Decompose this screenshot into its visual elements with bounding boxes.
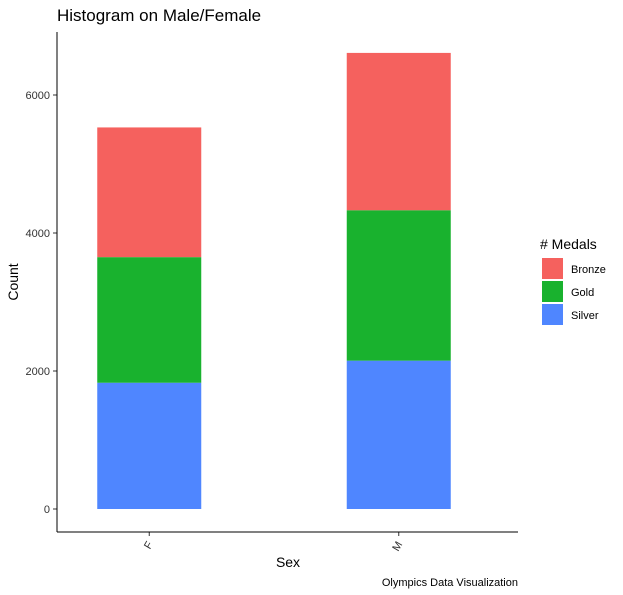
legend-title: # Medals [540, 236, 597, 252]
legend-label-gold: Gold [571, 287, 594, 299]
legend-label-silver: Silver [571, 310, 599, 322]
legend-label-bronze: Bronze [571, 264, 606, 276]
y-axis-ticks: 0 2000 4000 6000 [26, 90, 57, 516]
y-axis-title: Count [5, 263, 21, 300]
bar-f-gold [97, 257, 202, 383]
x-tick-label: F [142, 539, 156, 551]
legend-swatch-silver [542, 304, 563, 325]
y-tick-label: 6000 [26, 90, 50, 102]
y-tick-label: 0 [44, 504, 50, 516]
bar-m-bronze [346, 52, 451, 211]
plot-bars [97, 52, 451, 509]
legend: # Medals Bronze Gold Silver [540, 236, 606, 325]
legend-swatch-gold [542, 281, 563, 302]
y-tick-label: 2000 [26, 366, 50, 378]
x-axis-title: Sex [276, 554, 300, 570]
x-tick-label: M [390, 540, 405, 554]
bar-f-bronze [97, 127, 202, 258]
bar-m-gold [346, 210, 451, 361]
chart-caption: Olympics Data Visualization [382, 577, 518, 589]
y-tick-label: 4000 [26, 228, 50, 240]
bar-m-silver [346, 360, 451, 509]
legend-swatch-bronze [542, 258, 563, 279]
chart-title: Histogram on Male/Female [57, 6, 261, 25]
bar-f-silver [97, 382, 202, 509]
